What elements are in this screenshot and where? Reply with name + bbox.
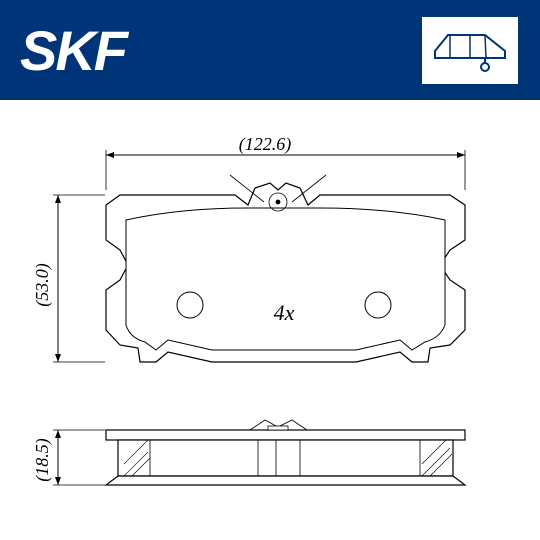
thickness-dimension	[53, 430, 105, 485]
skf-logo: SKF	[20, 18, 126, 83]
car-position-icon	[420, 15, 520, 86]
width-label: (122.6)	[239, 134, 292, 155]
height-label: (53.0)	[32, 263, 53, 307]
brake-pad-side-view	[106, 420, 465, 485]
technical-drawing: (122.6) (53.0) 4x	[0, 100, 540, 540]
header-bar: SKF	[0, 0, 540, 100]
brake-pad-front-view	[106, 175, 465, 362]
height-dimension	[53, 195, 105, 362]
quantity-label: 4x	[274, 300, 295, 325]
thickness-label: (18.5)	[32, 438, 53, 482]
